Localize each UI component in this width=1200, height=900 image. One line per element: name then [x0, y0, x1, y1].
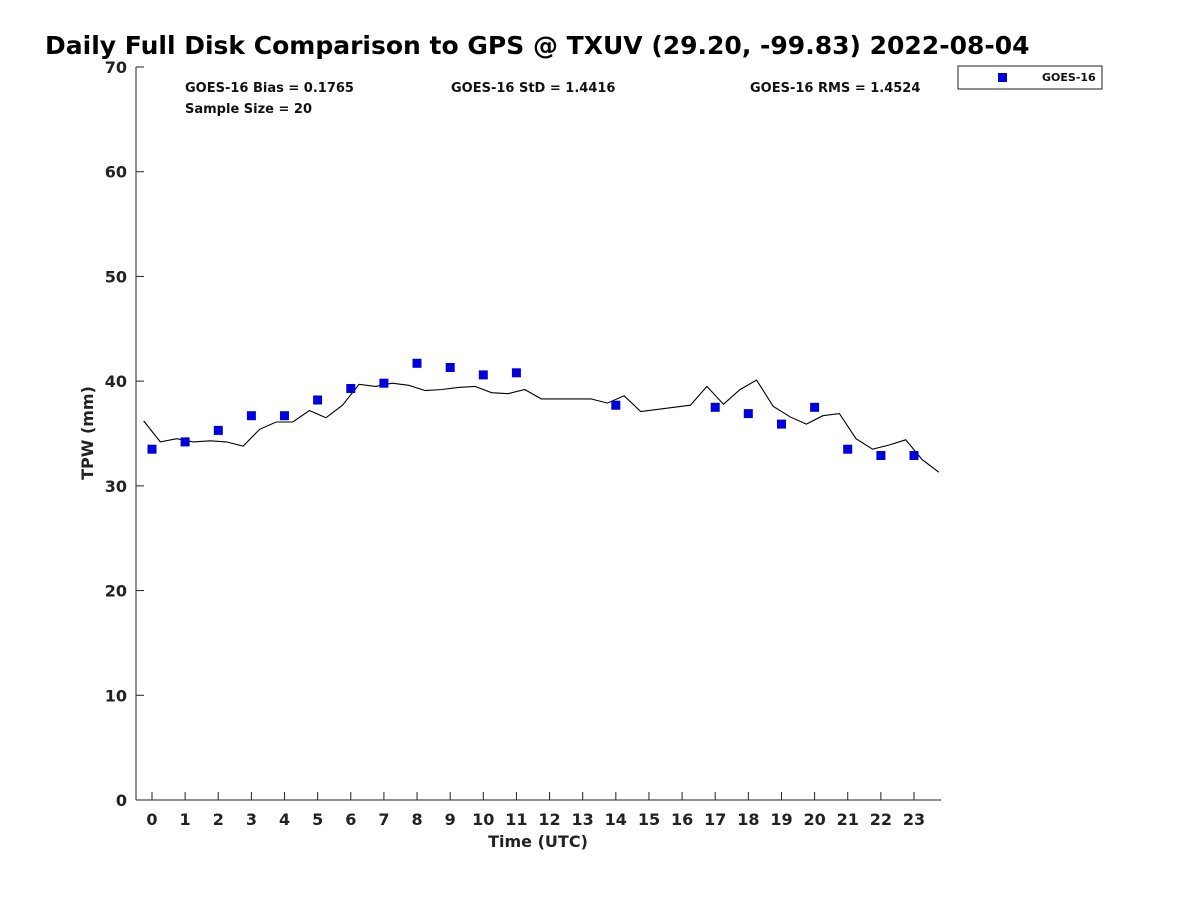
x-tick-label: 11	[505, 810, 527, 829]
goes16-marker	[876, 451, 886, 460]
x-tick-label: 15	[638, 810, 660, 829]
x-ticks: 0 1 2 3 4 5 6 7 8 9 10 11 12 13 14 15 16 17 18 19 20 21 22 23	[146, 792, 925, 829]
x-tick-label: 8	[411, 810, 422, 829]
x-tick-label: 2	[213, 810, 224, 829]
x-tick-label: 7	[378, 810, 389, 829]
sample-size-stat: Sample Size = 20	[185, 102, 312, 117]
x-tick-label: 0	[146, 810, 157, 829]
x-tick-label: 6	[345, 810, 356, 829]
goes16-marker	[478, 370, 488, 380]
legend-marker-goes16	[998, 73, 1007, 82]
y-tick-label: 50	[105, 267, 127, 286]
x-tick-label: 13	[572, 810, 594, 829]
x-tick-label: 5	[312, 810, 323, 829]
x-tick-label: 4	[279, 810, 290, 829]
bias-stat: GOES-16 Bias = 0.1765	[185, 81, 354, 96]
goes16-marker	[246, 411, 256, 421]
x-tick-label: 17	[704, 810, 726, 829]
y-ticks: 0 10 20 30 40 50 60 70	[105, 58, 144, 810]
rms-stat: GOES-16 RMS = 1.4524	[750, 81, 920, 96]
y-tick-label: 30	[105, 477, 127, 496]
y-tick-label: 20	[105, 582, 127, 601]
goes16-marker	[777, 419, 786, 429]
goes16-marker	[710, 402, 720, 412]
gps-tpw-line	[143, 379, 940, 473]
y-tick-label: 40	[105, 372, 127, 391]
goes16-marker	[743, 409, 753, 419]
x-tick-label: 3	[246, 810, 257, 829]
goes16-markers	[147, 358, 919, 460]
x-axis-label: Time (UTC)	[488, 832, 588, 851]
goes16-marker	[379, 378, 389, 388]
x-tick-label: 18	[737, 810, 759, 829]
x-tick-label: 12	[538, 810, 560, 829]
chart-title: Daily Full Disk Comparison to GPS @ TXUV…	[45, 31, 1030, 60]
stats-panel: GOES-16 Bias = 0.1765 GOES-16 StD = 1.44…	[185, 81, 920, 117]
y-axis-label: TPW (mm)	[78, 386, 97, 480]
y-tick-label: 70	[105, 58, 127, 77]
y-tick-label: 60	[105, 163, 127, 182]
legend-label-goes16: GOES-16	[1042, 71, 1096, 84]
goes16-marker	[180, 437, 190, 447]
y-tick-label: 10	[105, 686, 127, 705]
goes16-marker	[313, 395, 323, 405]
x-tick-label: 19	[770, 810, 792, 829]
x-tick-label: 9	[445, 810, 456, 829]
std-stat: GOES-16 StD = 1.4416	[451, 81, 615, 96]
goes16-marker	[346, 384, 356, 393]
goes16-marker	[611, 400, 621, 410]
y-tick-label: 0	[116, 791, 127, 810]
goes16-marker	[280, 411, 289, 421]
goes16-marker	[213, 425, 223, 435]
x-tick-label: 16	[671, 810, 693, 829]
x-tick-label: 1	[180, 810, 191, 829]
x-tick-label: 20	[803, 810, 825, 829]
legend: GOES-16	[957, 65, 1103, 90]
plot-area	[143, 358, 940, 473]
x-tick-label: 21	[837, 810, 859, 829]
x-tick-label: 14	[605, 810, 627, 829]
goes16-marker	[909, 451, 919, 460]
goes16-marker	[147, 444, 157, 454]
goes16-marker	[843, 444, 853, 454]
goes16-marker	[412, 358, 422, 368]
x-tick-label: 23	[903, 810, 925, 829]
legend-box	[957, 65, 1103, 90]
goes16-marker	[445, 363, 455, 372]
x-tick-label: 10	[472, 810, 494, 829]
goes16-marker	[511, 368, 521, 378]
goes16-marker	[810, 402, 820, 412]
x-tick-label: 22	[870, 810, 892, 829]
